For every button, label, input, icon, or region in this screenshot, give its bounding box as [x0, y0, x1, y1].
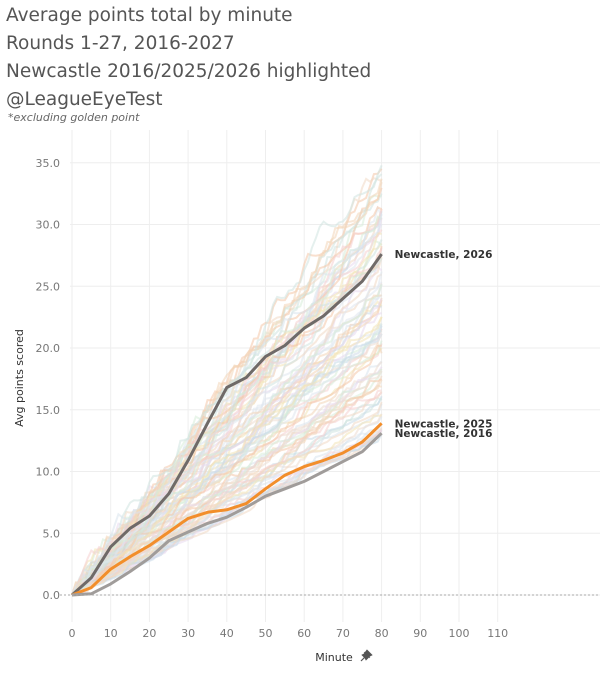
background-series-line	[71, 178, 383, 596]
chart-title-line-3: Newcastle 2016/2025/2026 highlighted	[6, 61, 372, 82]
x-tick-label: 50	[259, 627, 273, 640]
background-series-line	[71, 205, 383, 596]
x-tick-label: 0	[69, 627, 76, 640]
series-line-newcastle-2026[interactable]	[70, 253, 383, 597]
x-tick-label: 40	[220, 627, 234, 640]
x-tick-label: 100	[449, 627, 470, 640]
background-series-line	[71, 368, 383, 596]
y-tick-label: 25.0	[36, 280, 61, 293]
x-tick-label: 80	[375, 627, 389, 640]
chart-title-line-4: @LeagueEyeTest	[6, 89, 163, 110]
series-end-label: Newcastle, 2025	[395, 418, 493, 430]
y-tick-label: 10.0	[36, 466, 61, 479]
y-tick-label: 15.0	[36, 404, 61, 417]
pin-icon[interactable]	[360, 649, 373, 662]
x-tick-label: 60	[297, 627, 311, 640]
axis-ticks: 0 10 20 30 40 50 60 70 80 90 100 110 0.0 5.0 10.0 15.0 2…	[36, 157, 509, 640]
y-tick-label: 0.0	[43, 589, 61, 602]
series-line-newcastle-2025[interactable]	[71, 422, 383, 597]
x-tick-label: 110	[487, 627, 508, 640]
x-axis-title: Minute	[315, 651, 353, 664]
x-tick-label: 70	[336, 627, 350, 640]
y-axis-title: Avg points scored	[13, 329, 26, 427]
background-series-line	[71, 325, 383, 596]
background-series-line	[71, 213, 383, 596]
y-tick-label: 30.0	[36, 219, 61, 232]
chart-title-line-1: Average points total by minute	[6, 5, 293, 26]
y-tick-label: 35.0	[36, 157, 61, 170]
x-tick-label: 90	[413, 627, 427, 640]
x-tick-label: 20	[142, 627, 156, 640]
series-line-newcastle-2016[interactable]	[71, 432, 383, 597]
series-end-label: Newcastle, 2016	[395, 428, 493, 440]
footnote: *excluding golden point	[8, 111, 140, 124]
x-tick-label: 10	[104, 627, 118, 640]
background-series-line	[71, 165, 383, 596]
background-series-line	[71, 401, 383, 596]
chart-title-line-2: Rounds 1-27, 2016-2027	[6, 33, 235, 54]
highlighted-series[interactable]: Newcastle, 2026 Newcastle, 2025Newcastle,…	[70, 249, 493, 597]
background-series-line	[71, 257, 383, 596]
background-series-line	[71, 294, 382, 596]
y-tick-label: 5.0	[43, 527, 61, 540]
x-tick-label: 30	[181, 627, 195, 640]
y-tick-label: 20.0	[36, 342, 61, 355]
background-series-line	[71, 316, 383, 596]
series-end-label: Newcastle, 2026	[395, 249, 493, 261]
title-block: Average points total by minute Rounds 1-…	[6, 2, 371, 124]
